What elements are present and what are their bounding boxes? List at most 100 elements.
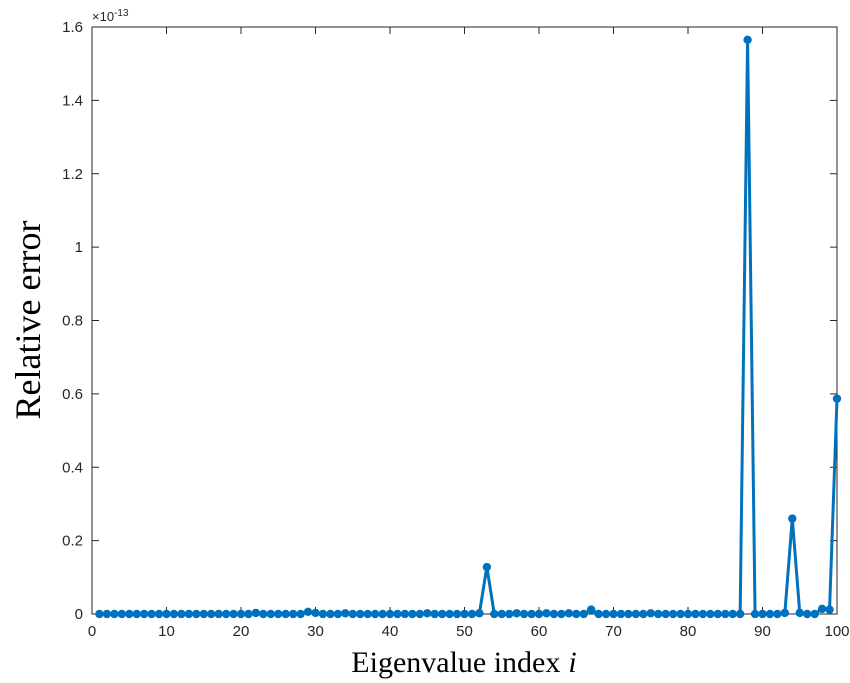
data-point	[728, 609, 737, 619]
y-tick-label: 0.8	[62, 313, 83, 330]
data-point	[810, 609, 819, 619]
plot-area: 0 10 20 30 40 50 60 70 80 90 100 0 0.2 0.4 0.6 0.8 1 1.2…	[62, 19, 849, 640]
x-axis-title-variable: i	[568, 646, 576, 679]
data-point	[326, 609, 335, 619]
data-point	[579, 609, 588, 619]
data-point	[266, 609, 275, 619]
data-point	[654, 609, 663, 619]
data-point	[467, 609, 477, 619]
data-point	[557, 609, 566, 619]
data-point	[259, 609, 268, 619]
data-point	[162, 609, 171, 619]
data-point	[586, 605, 596, 614]
data-point	[691, 609, 700, 619]
data-point	[475, 609, 484, 618]
data-point	[207, 609, 216, 619]
x-tick-label: 80	[680, 623, 697, 640]
data-point	[788, 514, 797, 523]
data-point	[460, 609, 469, 619]
data-point	[572, 609, 581, 619]
data-point	[281, 609, 290, 619]
data-point	[408, 609, 417, 619]
x-tick-label: 10	[158, 623, 175, 640]
data-point	[490, 609, 499, 619]
x-axis-ticks: 0 10 20 30 40 50 60 70 80 90 100	[88, 27, 850, 640]
data-point	[423, 609, 432, 618]
data-point	[534, 609, 544, 619]
x-axis-title-text: Eigenvalue index	[351, 646, 560, 679]
data-point	[773, 609, 782, 619]
data-point	[594, 609, 603, 619]
y-tick-label: 1.6	[62, 19, 83, 36]
data-point	[601, 609, 611, 619]
data-point	[639, 609, 648, 619]
data-point	[236, 609, 246, 619]
data-point	[333, 609, 343, 619]
data-point	[780, 608, 790, 618]
data-point	[385, 609, 395, 619]
data-point	[393, 609, 402, 619]
y-exponent-power: -13	[114, 8, 129, 19]
data-point	[482, 562, 492, 572]
data-point	[735, 609, 745, 619]
data-point	[713, 609, 722, 619]
data-point	[177, 609, 186, 619]
x-tick-label: 50	[456, 623, 473, 640]
x-tick-label: 40	[382, 623, 399, 640]
y-axis-ticks: 0 0.2 0.4 0.6 0.8 1 1.2 1.4 1.6	[62, 19, 837, 623]
data-point	[624, 609, 633, 619]
data-point	[505, 609, 514, 619]
data-point	[631, 609, 641, 619]
data-point	[721, 609, 730, 619]
data-point	[452, 609, 462, 619]
y-tick-label: 0.6	[62, 386, 83, 403]
data-point	[676, 609, 685, 619]
data-point	[184, 609, 194, 619]
x-tick-label: 20	[233, 623, 250, 640]
data-point	[169, 609, 179, 619]
data-point	[817, 604, 827, 614]
y-tick-label: 0.4	[62, 459, 83, 476]
data-point	[117, 609, 127, 619]
y-exponent-base: ×10	[92, 9, 114, 24]
data-point	[616, 609, 626, 619]
data-point	[154, 609, 164, 619]
data-point	[95, 609, 104, 619]
x-tick-label: 70	[605, 623, 622, 640]
data-point	[192, 609, 201, 619]
y-exponent-label: ×10-13	[92, 8, 129, 24]
data-point	[199, 609, 208, 619]
data-point	[549, 609, 559, 619]
x-tick-label: 60	[531, 623, 548, 640]
data-point	[706, 609, 715, 619]
data-point	[370, 609, 380, 619]
data-point	[296, 609, 305, 619]
data-point	[244, 609, 253, 619]
y-tick-label: 1.2	[62, 166, 83, 183]
data-point	[348, 609, 357, 619]
y-tick-label: 1.4	[62, 92, 83, 109]
data-point	[430, 609, 439, 619]
x-axis-title: Eigenvalue index i	[351, 646, 576, 679]
data-point	[564, 609, 573, 618]
y-tick-label: 0.2	[62, 533, 83, 550]
data-point	[229, 609, 238, 619]
data-point	[765, 609, 775, 619]
data-point	[400, 609, 410, 619]
x-tick-label: 30	[307, 623, 324, 640]
data-point	[683, 609, 693, 619]
data-point	[519, 609, 529, 619]
data-point	[497, 609, 506, 619]
data-point	[110, 609, 119, 619]
data-point	[803, 609, 812, 619]
x-tick-label: 100	[824, 623, 849, 640]
data-point	[356, 609, 365, 619]
data-point	[743, 35, 752, 45]
data-point	[527, 609, 536, 619]
y-tick-label: 0	[75, 606, 83, 623]
data-point	[303, 607, 313, 616]
series-layer	[95, 35, 842, 619]
x-tick-label: 90	[754, 623, 771, 640]
data-point	[758, 609, 767, 619]
